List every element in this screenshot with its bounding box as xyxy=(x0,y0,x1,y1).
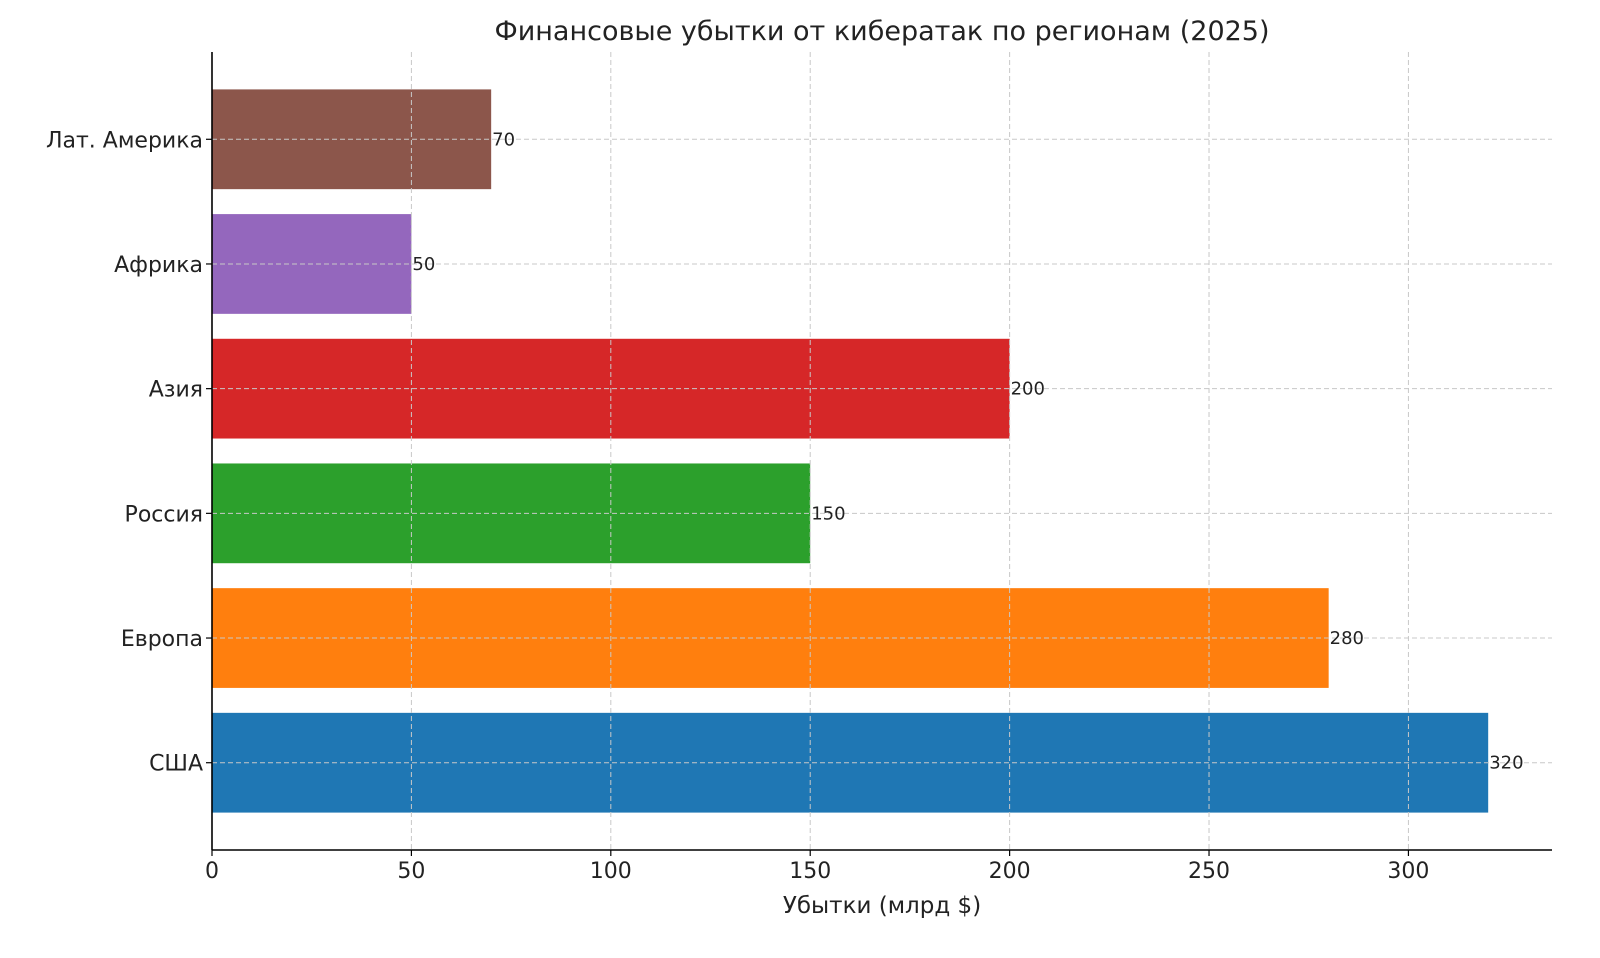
data-label: 280 xyxy=(1330,628,1364,649)
data-label: 200 xyxy=(1011,379,1045,400)
data-labels: 320 280 150 200 50 70 xyxy=(412,129,1523,773)
x-tick-label: 100 xyxy=(590,859,632,884)
y-tick-label: Россия xyxy=(125,502,203,527)
y-tick-label: Азия xyxy=(149,378,203,403)
grid xyxy=(211,52,1552,850)
data-label: 320 xyxy=(1489,753,1523,774)
axes: 0 50 100 150 200 250 300 США Европа Россия Азия Афр… xyxy=(46,52,1552,884)
x-tick-label: 50 xyxy=(397,859,425,884)
bars xyxy=(212,89,1489,813)
bar-1 xyxy=(212,588,1329,688)
y-tick-label: Европа xyxy=(121,627,203,652)
x-tick-label: 0 xyxy=(205,859,219,884)
chart-title: Финансовые убытки от кибератак по регион… xyxy=(494,16,1269,47)
x-tick-label: 300 xyxy=(1387,859,1429,884)
x-tick-label: 250 xyxy=(1188,859,1230,884)
y-tick-label: Африка xyxy=(114,253,203,278)
x-axis-label: Убытки (млрд $) xyxy=(783,893,981,919)
y-tick-label: США xyxy=(149,752,203,777)
data-label: 150 xyxy=(811,503,845,524)
x-tick-label: 200 xyxy=(989,859,1031,884)
data-label: 50 xyxy=(412,254,435,275)
data-label: 70 xyxy=(492,129,515,150)
x-tick-label: 150 xyxy=(789,859,831,884)
y-tick-label: Лат. Америка xyxy=(46,128,203,153)
